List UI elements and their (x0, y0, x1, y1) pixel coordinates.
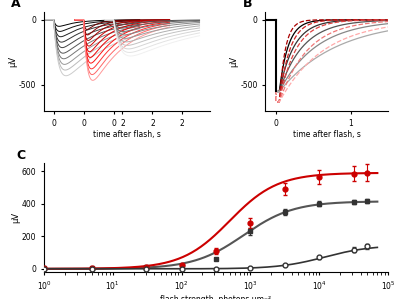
Text: A: A (11, 0, 20, 10)
Text: B: B (243, 0, 252, 10)
Text: C: C (16, 149, 26, 162)
X-axis label: flash strength, photons μm⁻²: flash strength, photons μm⁻² (160, 295, 272, 299)
Y-axis label: μV: μV (230, 56, 239, 67)
Y-axis label: μV: μV (11, 212, 20, 223)
Y-axis label: μV: μV (8, 56, 18, 67)
X-axis label: time after flash, s: time after flash, s (93, 130, 161, 139)
X-axis label: time after flash, s: time after flash, s (293, 130, 360, 139)
